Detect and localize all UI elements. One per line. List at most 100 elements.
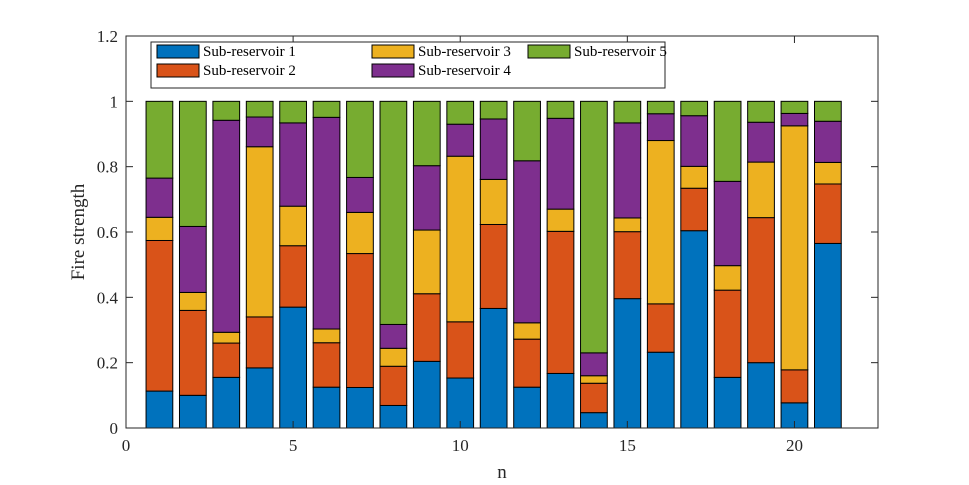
bar-segment — [747, 217, 775, 364]
bar-segment — [546, 372, 575, 429]
bar-segment — [412, 229, 441, 295]
bar-segment — [379, 347, 408, 367]
bar-segment — [446, 155, 475, 323]
bar-segment — [245, 100, 274, 118]
legend-swatch — [371, 63, 415, 78]
bar-segment — [713, 265, 742, 291]
bar-segment — [479, 100, 508, 120]
bar-segment — [479, 307, 508, 429]
bar-segment — [646, 140, 675, 305]
y-axis-label: Fire strength — [68, 183, 89, 280]
y-tick-label: 0.2 — [97, 354, 118, 373]
bar-segment — [713, 289, 742, 378]
bar-segment — [646, 113, 675, 142]
x-tick-label: 20 — [786, 436, 803, 455]
bar-segment — [747, 100, 775, 123]
bar-segment — [513, 338, 541, 388]
y-tick-label: 1 — [110, 92, 119, 111]
bar-segment — [145, 239, 174, 392]
bar-segment — [379, 323, 408, 349]
bar-segment — [446, 321, 475, 379]
bar-segment — [178, 291, 207, 311]
bar-segment — [412, 165, 441, 231]
x-tick-label: 5 — [289, 436, 298, 455]
bar-segment — [346, 100, 374, 178]
bar-segment — [580, 352, 608, 377]
legend-swatch — [527, 44, 571, 59]
bar-segment — [346, 211, 374, 255]
x-tick-label: 0 — [122, 436, 131, 455]
bar-segment — [780, 100, 809, 114]
bar-segment — [412, 100, 441, 167]
bar-segment — [212, 342, 241, 378]
bar-segment — [279, 205, 307, 247]
bar-segment — [346, 253, 374, 388]
bar-segment — [346, 176, 374, 213]
x-axis-label: n — [497, 462, 507, 483]
bar-segment — [446, 377, 475, 429]
legend-swatch — [156, 44, 200, 59]
legend-swatch — [371, 44, 415, 59]
bar-segment — [479, 118, 508, 180]
legend-label: Sub-reservoir 3 — [418, 44, 511, 60]
bar-segment — [513, 100, 541, 162]
bar-segment — [412, 360, 441, 429]
bar-segment — [178, 394, 207, 429]
bar-segment — [747, 362, 775, 429]
bar-segment — [446, 123, 475, 157]
bar-segment — [245, 146, 274, 318]
bar-segment — [379, 100, 408, 325]
bar-segment — [513, 386, 541, 429]
legend-label: Sub-reservoir 4 — [418, 63, 511, 79]
bar-segment — [680, 100, 709, 117]
legend-label: Sub-reservoir 5 — [574, 44, 667, 60]
bar-segment — [446, 100, 475, 125]
bar-segment — [613, 298, 642, 429]
bar-segment — [245, 367, 274, 429]
bar-segment — [279, 245, 307, 308]
bar-segment — [245, 316, 274, 369]
bar-segment — [580, 375, 608, 384]
bar-segment — [178, 100, 207, 227]
bar-segment — [814, 100, 842, 122]
bar-segment — [178, 309, 207, 396]
y-tick-label: 0.6 — [97, 223, 118, 242]
bar-segment — [312, 386, 341, 429]
bar-segment — [747, 121, 775, 163]
bar-segment — [646, 303, 675, 353]
bar-segment — [212, 376, 241, 429]
bar-segment — [513, 160, 541, 324]
bar-segment — [245, 116, 274, 148]
bar-segment — [780, 369, 809, 404]
y-tick-label: 1.2 — [97, 27, 118, 46]
bar-segment — [613, 122, 642, 219]
bar-segment — [580, 100, 608, 354]
bar-segment — [680, 115, 709, 167]
bar-segment — [546, 117, 575, 210]
bar-segment — [212, 331, 241, 344]
bar-segment — [513, 322, 541, 340]
bar-segment — [680, 187, 709, 232]
bars-group — [145, 100, 842, 429]
bar-segment — [312, 328, 341, 344]
bar-segment — [780, 112, 809, 127]
bar-segment — [546, 230, 575, 374]
bar-segment — [680, 230, 709, 429]
bar-segment — [713, 180, 742, 267]
bar-segment — [178, 225, 207, 293]
y-tick-label: 0.8 — [97, 158, 118, 177]
bar-segment — [713, 376, 742, 429]
bar-segment — [312, 342, 341, 388]
bar-segment — [479, 223, 508, 309]
bar-segment — [613, 100, 642, 124]
bar-segment — [212, 119, 241, 333]
bar-segment — [212, 100, 241, 121]
bar-segment — [479, 178, 508, 225]
bar-segment — [580, 382, 608, 414]
legend-label: Sub-reservoir 1 — [203, 44, 296, 60]
x-ticks: 0 5 10 15 20 — [122, 36, 803, 455]
bar-segment — [780, 125, 809, 371]
legend-swatch — [156, 63, 200, 78]
bar-segment — [814, 120, 842, 163]
